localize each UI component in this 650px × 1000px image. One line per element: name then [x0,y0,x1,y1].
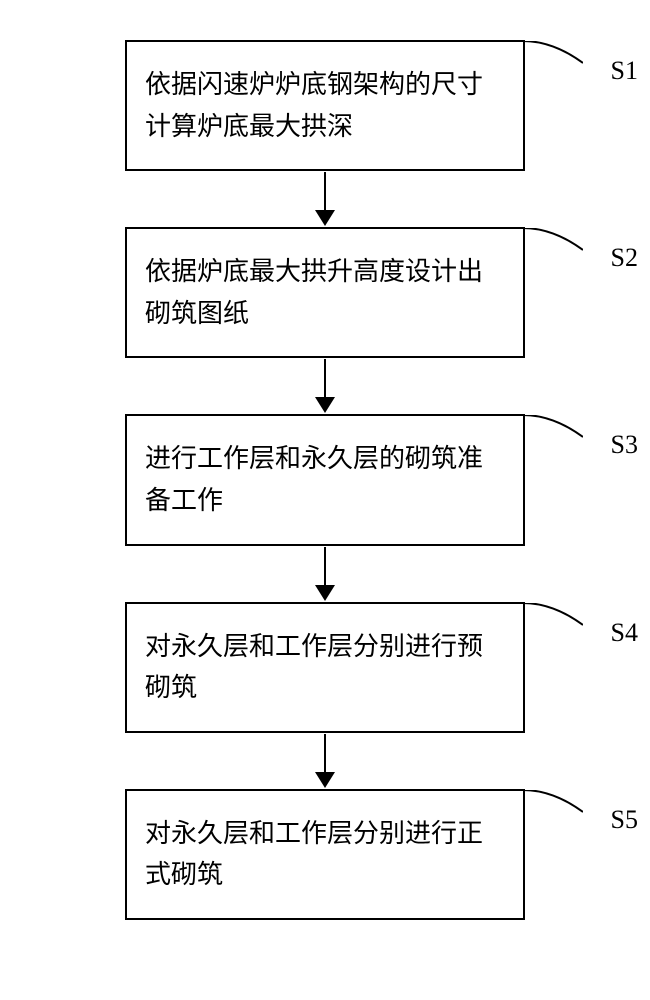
arrow-head [315,585,335,601]
label-connector-s5 [523,790,583,815]
arrow-line [324,172,326,210]
arrow-s1-s2 [315,171,335,227]
arrow-line [324,547,326,585]
arrow-head [315,210,335,226]
step-label-s5: S5 [611,799,638,841]
step-text-s4: 对永久层和工作层分别进行预砌筑 [145,626,505,709]
step-box-s5: S5 对永久层和工作层分别进行正式砌筑 [125,789,525,920]
step-box-s4: S4 对永久层和工作层分别进行预砌筑 [125,602,525,733]
arrow-line [324,734,326,772]
step-text-s2: 依据炉底最大拱升高度设计出砌筑图纸 [145,251,505,334]
step-label-s4: S4 [611,612,638,654]
label-connector-s3 [523,415,583,440]
flowchart-container: S1 依据闪速炉炉底钢架构的尺寸计算炉底最大拱深 S2 依据炉底最大拱升高度设计… [60,40,590,920]
label-connector-s1 [523,41,583,66]
step-box-s3: S3 进行工作层和永久层的砌筑准备工作 [125,414,525,545]
arrow-s2-s3 [315,358,335,414]
arrow-s3-s4 [315,546,335,602]
step-label-s1: S1 [611,50,638,92]
step-text-s1: 依据闪速炉炉底钢架构的尺寸计算炉底最大拱深 [145,64,505,147]
step-box-s1: S1 依据闪速炉炉底钢架构的尺寸计算炉底最大拱深 [125,40,525,171]
arrow-head [315,772,335,788]
step-text-s5: 对永久层和工作层分别进行正式砌筑 [145,813,505,896]
step-label-s2: S2 [611,237,638,279]
arrow-s4-s5 [315,733,335,789]
arrow-head [315,397,335,413]
step-label-s3: S3 [611,424,638,466]
step-text-s3: 进行工作层和永久层的砌筑准备工作 [145,438,505,521]
label-connector-s4 [523,603,583,628]
step-box-s2: S2 依据炉底最大拱升高度设计出砌筑图纸 [125,227,525,358]
arrow-line [324,359,326,397]
label-connector-s2 [523,228,583,253]
